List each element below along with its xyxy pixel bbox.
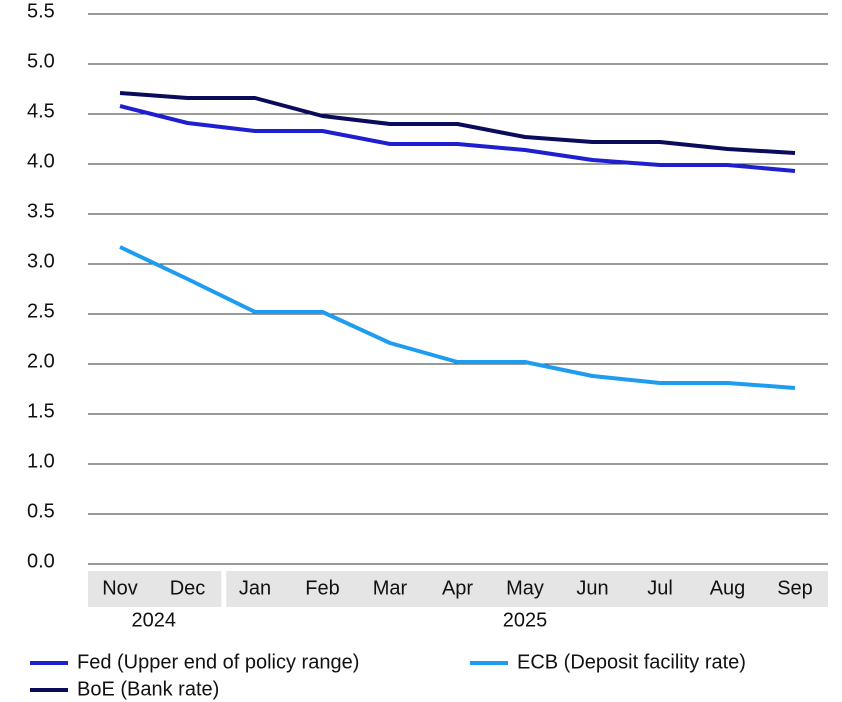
y-tick-label: 3.5: [27, 200, 55, 222]
x-tick-label: Apr: [442, 577, 473, 599]
y-tick-label: 4.5: [27, 100, 55, 122]
y-tick-label: 3.0: [27, 250, 55, 272]
y-tick-label: 2.0: [27, 350, 55, 372]
series-line: [119, 245, 796, 390]
y-tick-label: 2.5: [27, 300, 55, 322]
legend-label: BoE (Bank rate): [77, 678, 219, 700]
x-tick-label: Nov: [102, 577, 138, 599]
x-group-label: 2024: [132, 609, 177, 631]
y-tick-label: 5.0: [27, 50, 55, 72]
legend-label: Fed (Upper end of policy range): [77, 651, 359, 673]
y-tick-label: 5.5: [27, 0, 55, 22]
series-line: [119, 104, 796, 173]
y-tick-label: 1.5: [27, 400, 55, 422]
x-tick-label: Jul: [647, 577, 673, 599]
legend-label: ECB (Deposit facility rate): [517, 651, 746, 673]
x-tick-label: Jan: [239, 577, 271, 599]
x-tick-label: Sep: [777, 577, 813, 599]
x-tick-label: Mar: [373, 577, 408, 599]
y-tick-label: 0.0: [27, 550, 55, 572]
x-tick-label: Feb: [305, 577, 339, 599]
x-tick-label: Dec: [170, 577, 206, 599]
x-tick-label: May: [506, 577, 544, 599]
x-group-band: [226, 571, 828, 607]
x-tick-label: Aug: [710, 577, 746, 599]
x-tick-label: Jun: [576, 577, 608, 599]
y-tick-label: 0.5: [27, 500, 55, 522]
x-group-label: 2025: [503, 609, 548, 631]
x-group-band: [88, 571, 222, 607]
y-tick-label: 4.0: [27, 150, 55, 172]
y-tick-label: 1.0: [27, 450, 55, 472]
series-line: [119, 91, 796, 155]
